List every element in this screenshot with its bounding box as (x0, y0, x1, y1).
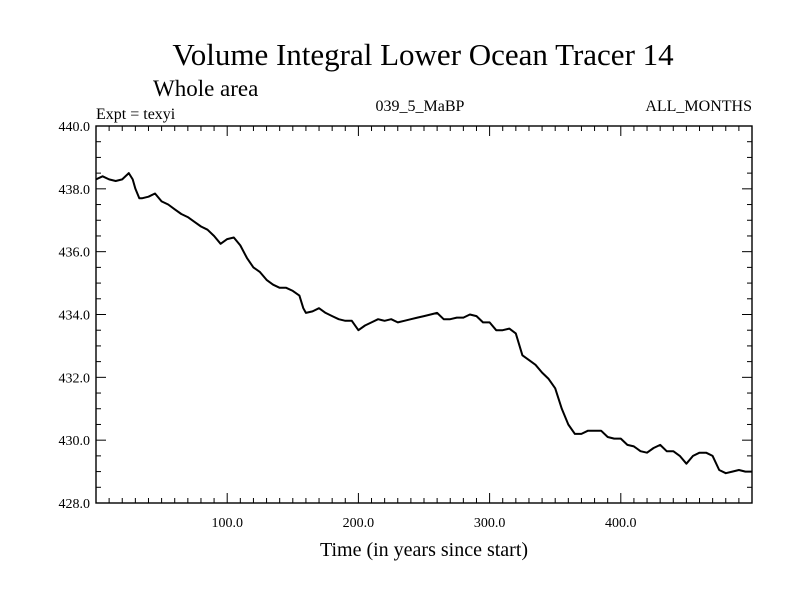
months-label: ALL_MONTHS (645, 98, 752, 115)
x-tick-label: 400.0 (605, 516, 637, 531)
x-axis-label: Time (in years since start) (320, 539, 528, 561)
period-label: 039_5_MaBP (376, 98, 465, 115)
series-line (95, 172, 752, 475)
y-tick-label: 440.0 (59, 120, 91, 135)
x-tick-label: 100.0 (211, 516, 243, 531)
axis-ticks (96, 126, 752, 503)
experiment-label: Expt = texyi (96, 106, 176, 123)
plot-frame (95, 125, 753, 504)
chart-title: Volume Integral Lower Ocean Tracer 14 (172, 37, 674, 72)
x-tick-label: 200.0 (343, 516, 375, 531)
x-tick-label: 300.0 (474, 516, 506, 531)
y-tick-label: 430.0 (59, 434, 91, 449)
y-tick-label: 434.0 (59, 309, 91, 324)
axis-tick-labels: 100.0 200.0 300.0 400.0 428.0 430.0 432.0 434.0… (59, 120, 637, 531)
chart-subtitle: Whole area (153, 76, 258, 101)
y-tick-label: 428.0 (59, 497, 91, 512)
y-tick-label: 432.0 (59, 371, 91, 386)
y-tick-label: 438.0 (59, 183, 91, 198)
y-tick-label: 436.0 (59, 246, 91, 261)
